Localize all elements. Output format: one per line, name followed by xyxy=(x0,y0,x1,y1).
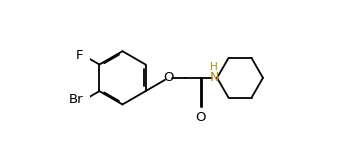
Text: O: O xyxy=(195,111,206,124)
Text: H: H xyxy=(210,62,218,72)
Text: Br: Br xyxy=(69,93,84,106)
Text: F: F xyxy=(76,49,84,62)
Text: N: N xyxy=(210,71,219,84)
Text: O: O xyxy=(163,71,174,84)
